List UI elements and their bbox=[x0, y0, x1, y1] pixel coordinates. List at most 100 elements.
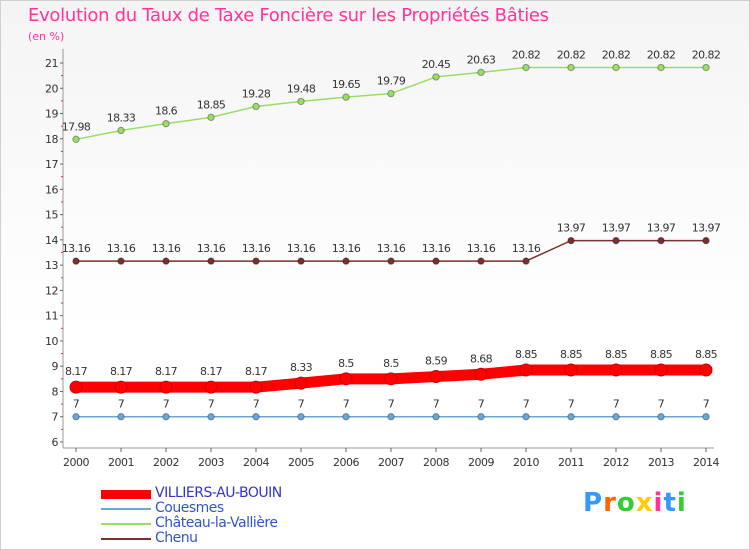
chart-title: Evolution du Taux de Taxe Foncière sur l… bbox=[28, 5, 549, 26]
data-point bbox=[297, 97, 305, 106]
data-label: 8.85 bbox=[605, 348, 628, 361]
y-tick-label: 14 bbox=[45, 234, 58, 247]
data-point bbox=[114, 380, 128, 394]
data-point bbox=[342, 93, 350, 101]
data-point bbox=[72, 135, 80, 144]
data-label: 18.33 bbox=[107, 111, 136, 124]
data-label: 13.16 bbox=[242, 242, 271, 255]
x-tick-label: 2001 bbox=[108, 456, 134, 469]
data-label: 19.48 bbox=[287, 82, 316, 95]
data-point bbox=[657, 413, 665, 421]
data-label: 20.82 bbox=[557, 49, 586, 62]
x-tick-label: 2005 bbox=[288, 456, 314, 469]
legend-swatch bbox=[101, 490, 151, 499]
y-tick-label: 20 bbox=[45, 82, 58, 95]
data-point bbox=[207, 257, 215, 265]
data-point bbox=[609, 363, 623, 377]
data-point bbox=[159, 380, 173, 394]
data-point bbox=[564, 363, 578, 377]
legend-label: Chenu bbox=[155, 530, 198, 546]
data-label: 18.85 bbox=[197, 98, 226, 111]
x-tick-label: 2008 bbox=[423, 456, 449, 469]
data-label: 8.17 bbox=[155, 365, 178, 378]
data-label: 13.16 bbox=[332, 242, 361, 255]
legend-label: VILLIERS-AU-BOUIN bbox=[155, 485, 282, 501]
data-label: 8.85 bbox=[515, 348, 538, 361]
data-label: 8.85 bbox=[695, 348, 718, 361]
x-tick-label: 2011 bbox=[558, 456, 584, 469]
logo-letter: P bbox=[583, 488, 604, 518]
chart-subtitle: (en %) bbox=[28, 30, 65, 43]
data-label: 13.16 bbox=[512, 242, 541, 255]
data-point bbox=[342, 257, 350, 265]
data-label: 20.82 bbox=[647, 49, 676, 62]
data-point bbox=[162, 119, 170, 128]
y-tick-label: 19 bbox=[45, 108, 58, 121]
data-point bbox=[432, 413, 440, 421]
data-point bbox=[657, 63, 665, 72]
data-point bbox=[477, 68, 485, 77]
data-point bbox=[522, 413, 530, 421]
data-label: 7 bbox=[73, 398, 80, 411]
data-point bbox=[567, 63, 575, 72]
data-label: 8.68 bbox=[470, 352, 493, 365]
data-point bbox=[567, 413, 575, 421]
data-point bbox=[249, 380, 263, 394]
data-label: 7 bbox=[343, 398, 350, 411]
y-tick-label: 18 bbox=[45, 133, 58, 146]
data-label: 19.79 bbox=[377, 75, 406, 88]
data-label: 13.97 bbox=[557, 222, 586, 235]
logo-letter: i bbox=[676, 488, 687, 518]
data-label: 13.97 bbox=[647, 222, 676, 235]
x-tick-label: 2004 bbox=[243, 456, 269, 469]
data-point bbox=[252, 257, 260, 265]
data-point bbox=[432, 257, 440, 265]
y-tick-label: 10 bbox=[45, 335, 58, 348]
x-tick-label: 2010 bbox=[513, 456, 539, 469]
y-tick-label: 6 bbox=[52, 436, 59, 449]
data-point bbox=[474, 367, 488, 381]
data-label: 17.98 bbox=[62, 120, 91, 133]
data-point bbox=[477, 257, 485, 265]
data-point bbox=[384, 372, 398, 386]
data-label: 8.59 bbox=[425, 355, 448, 368]
data-label: 20.82 bbox=[692, 49, 721, 62]
y-tick-label: 21 bbox=[45, 57, 58, 70]
y-tick-label: 7 bbox=[52, 411, 59, 424]
y-tick-label: 11 bbox=[45, 310, 58, 323]
data-label: 13.16 bbox=[377, 242, 406, 255]
data-point bbox=[702, 236, 710, 245]
data-label: 20.82 bbox=[602, 49, 631, 62]
data-label: 7 bbox=[613, 398, 620, 411]
y-tick-label: 8 bbox=[52, 385, 59, 398]
y-tick-label: 9 bbox=[52, 360, 59, 373]
logo-letter: o bbox=[616, 488, 636, 518]
data-point bbox=[702, 413, 710, 421]
x-tick-label: 2003 bbox=[198, 456, 224, 469]
logo-letter: i bbox=[653, 488, 664, 518]
data-label: 13.16 bbox=[152, 242, 181, 255]
data-label: 7 bbox=[388, 398, 395, 411]
data-point bbox=[72, 257, 80, 265]
data-label: 7 bbox=[478, 398, 485, 411]
data-label: 7 bbox=[523, 398, 530, 411]
data-label: 20.82 bbox=[512, 49, 541, 62]
data-label: 8.17 bbox=[245, 365, 268, 378]
data-label: 7 bbox=[208, 398, 215, 411]
legend-swatch bbox=[101, 523, 151, 525]
logo-letter: r bbox=[603, 488, 617, 518]
data-point bbox=[162, 413, 170, 421]
legend-swatch bbox=[101, 508, 151, 510]
data-point bbox=[297, 257, 305, 265]
data-label: 7 bbox=[118, 398, 125, 411]
data-point bbox=[519, 363, 533, 377]
data-label: 8.5 bbox=[338, 357, 354, 370]
x-tick-label: 2012 bbox=[603, 456, 629, 469]
data-point bbox=[117, 126, 125, 135]
data-point bbox=[387, 257, 395, 265]
data-point bbox=[297, 413, 305, 421]
data-label: 19.28 bbox=[242, 87, 271, 100]
data-label: 8.85 bbox=[560, 348, 583, 361]
